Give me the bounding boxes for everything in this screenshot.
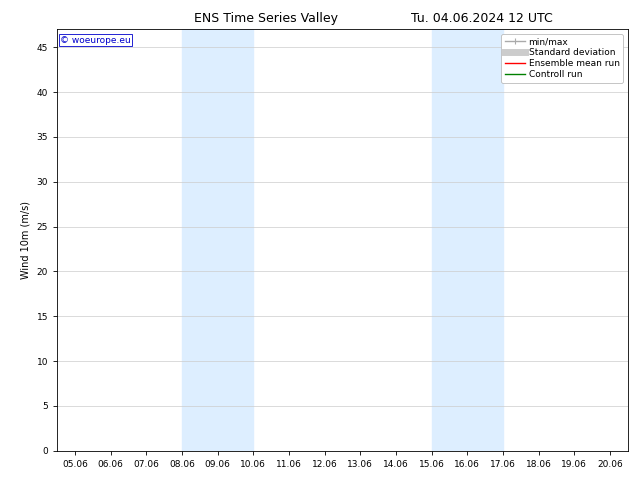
Text: Tu. 04.06.2024 12 UTC: Tu. 04.06.2024 12 UTC <box>411 12 553 25</box>
Y-axis label: Wind 10m (m/s): Wind 10m (m/s) <box>21 201 31 279</box>
Text: © woeurope.eu: © woeurope.eu <box>60 36 131 45</box>
Bar <box>182 29 253 451</box>
Legend: min/max, Standard deviation, Ensemble mean run, Controll run: min/max, Standard deviation, Ensemble me… <box>501 34 623 82</box>
Text: ENS Time Series Valley: ENS Time Series Valley <box>194 12 339 25</box>
Bar <box>432 29 503 451</box>
